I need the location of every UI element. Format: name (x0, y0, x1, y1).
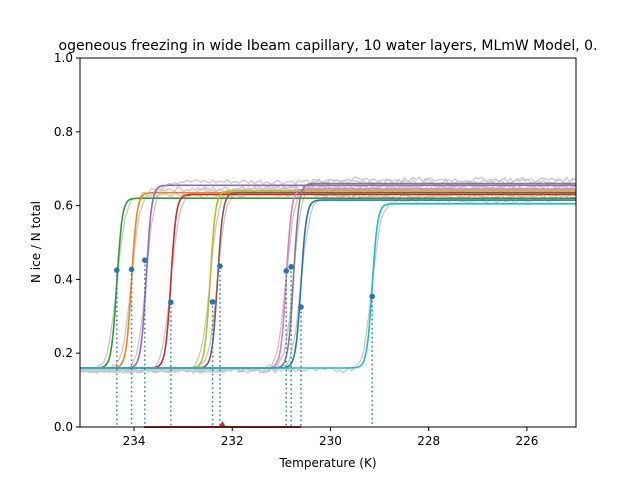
onset-point-3 (142, 257, 148, 264)
plot-area (80, 58, 576, 427)
chart-title: ogeneous freezing in wide Ibeam capillar… (59, 38, 598, 54)
onset-point-8 (288, 264, 294, 270)
onset-point-6 (217, 263, 223, 269)
onset-point-4 (168, 299, 174, 306)
y-tick-label-1: 0.2 (54, 346, 73, 360)
onset-point-2 (128, 266, 135, 273)
y-tick-label-5: 1.0 (54, 51, 73, 65)
fit-curve-1 (80, 197, 576, 369)
fit-curve-3 (80, 184, 576, 369)
fit-curve-4 (80, 193, 576, 369)
y-tick-label-0: 0.0 (54, 420, 73, 434)
y-tick-label-3: 0.6 (54, 199, 73, 213)
y-tick-label-2: 0.4 (54, 272, 73, 286)
onset-markers (114, 257, 375, 427)
fitted-curves (80, 182, 576, 369)
x-axis-label: Temperature (K) (278, 456, 376, 470)
raw-trace-1 (80, 190, 576, 373)
raw-trace-6 (80, 185, 576, 374)
red-marker (218, 421, 226, 427)
x-axis-ticks: 234 232 230 228 226 (123, 427, 538, 448)
x-tick-label-234: 234 (123, 434, 146, 448)
y-tick-label-4: 0.8 (54, 125, 73, 139)
x-tick-label-226: 226 (515, 434, 538, 448)
raw-trace-3 (80, 177, 576, 374)
y-axis-ticks: 0.0 0.2 0.4 0.6 0.8 1.0 (54, 51, 80, 434)
y-axis-label: N ice / N total (29, 201, 43, 283)
x-tick-label-230: 230 (319, 434, 342, 448)
onset-point-5 (209, 299, 216, 305)
onset-point-7 (283, 268, 290, 274)
onset-point-1 (114, 267, 120, 273)
x-tick-label-228: 228 (417, 434, 440, 448)
onset-point-9 (298, 304, 304, 310)
x-tick-label-232: 232 (221, 434, 244, 448)
fit-curve-10 (80, 203, 576, 369)
plot-frame (79, 57, 577, 428)
onset-point-10 (369, 293, 375, 300)
